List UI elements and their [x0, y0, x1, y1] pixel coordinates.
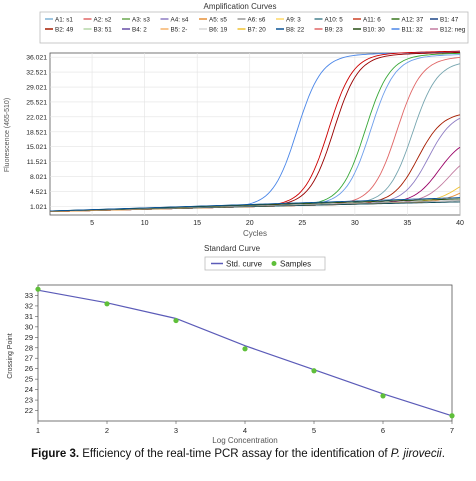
- amplification-legend-label: A4: s4: [171, 17, 189, 24]
- standard-curve-y-tick: 24: [25, 385, 33, 394]
- amplification-legend-label: A1: s1: [55, 17, 73, 24]
- amplification-x-tick: 5: [90, 220, 94, 227]
- amplification-x-tick: 40: [456, 220, 464, 227]
- standard-curve-y-tick: 22: [25, 406, 33, 415]
- amplification-legend: A1: s1 A2: s2 A3: s3 A4: s4 A5: s5 A6: s6 A9: …: [45, 17, 466, 34]
- amplification-y-tick: 15.021: [26, 144, 47, 151]
- standard-curve-x-tick: 3: [174, 426, 178, 435]
- std-curve-legend-label: Std. curve: [226, 260, 263, 269]
- standard-curve-plot-area: [37, 284, 453, 422]
- amplification-curve: [50, 197, 461, 212]
- standard-curve-x-tick: 7: [450, 426, 454, 435]
- standard-curve-x-ticks: 1 2 3 4 5 6 7: [36, 421, 454, 435]
- sample-point: [449, 413, 455, 419]
- sample-point: [173, 317, 179, 324]
- amplification-y-tick: 11.521: [27, 159, 48, 166]
- sample-point: [311, 368, 317, 374]
- amplification-y-ticks: 36.021 32.521 29.021 25.521 22.021 18.521 15.0…: [26, 55, 47, 211]
- amplification-y-tick: 32.521: [26, 70, 47, 77]
- standard-curve-title: Standard Curve: [204, 244, 261, 253]
- amplification-legend-label: B12: neg: [440, 27, 466, 34]
- amplification-y-tick: 22.021: [26, 114, 47, 121]
- standard-curve-y-tick: 32: [25, 301, 33, 310]
- amplification-legend-label: B5: 2-: [171, 27, 188, 34]
- amplification-x-tick: 30: [351, 220, 359, 227]
- amplification-legend-label: B6: 19: [209, 27, 228, 34]
- standard-curve-y-tick: 30: [25, 322, 33, 331]
- samples-legend-label: Samples: [280, 260, 311, 269]
- amplification-y-tick: 4.521: [30, 189, 47, 196]
- amplification-y-label: Fluorescence (465-510): [4, 98, 11, 172]
- amplification-y-tick: 8.021: [30, 174, 47, 181]
- standard-curve-y-tick: 25: [25, 375, 33, 384]
- figure-caption-end: .: [441, 448, 445, 460]
- amplification-legend-label: A10: 5: [325, 17, 344, 24]
- standard-curve-y-tick: 27: [25, 354, 33, 363]
- figure-caption: Figure 3. Efficiency of the real-time PC…: [0, 448, 476, 460]
- figure-caption-label: Figure 3.: [31, 448, 80, 460]
- sample-point: [104, 301, 110, 307]
- amplification-legend-label: A6: s6: [248, 17, 266, 24]
- amplification-y-tick: 29.021: [26, 85, 47, 92]
- standard-curve-y-tick: 23: [25, 396, 33, 405]
- amplification-x-tick: 35: [404, 220, 412, 227]
- amplification-y-tick: 1.021: [30, 204, 47, 211]
- amplification-x-tick: 20: [246, 220, 254, 227]
- amplification-legend-label: B1: 47: [440, 17, 459, 24]
- sample-point: [242, 346, 248, 352]
- standard-curve-chart: Standard Curve Std. curve Samples 222324…: [7, 244, 455, 445]
- amplification-legend-label: B9: 23: [325, 27, 344, 34]
- amplification-legend-label: B7: 20: [248, 27, 267, 34]
- standard-curve-legend-box: [204, 256, 326, 271]
- amplification-legend-label: A5: s5: [209, 17, 227, 24]
- standard-curve-y-tick: 28: [25, 343, 33, 352]
- amplification-x-tick: 10: [141, 220, 149, 227]
- standard-curve-y-label: Crossing Point: [7, 333, 14, 379]
- amplification-legend-label: A2: s2: [94, 17, 112, 24]
- amplification-legend-label: A11: 6: [363, 17, 381, 24]
- amplification-x-label: Cycles: [243, 229, 267, 238]
- amplification-legend-label: A12: 37: [402, 17, 424, 24]
- standard-curve-x-tick: 2: [105, 426, 109, 435]
- standard-curve-series: [35, 286, 455, 419]
- amplification-y-tick: 36.021: [26, 55, 47, 62]
- amplification-grid: [50, 53, 461, 215]
- sample-point: [380, 393, 386, 399]
- amplification-legend-label: B4: 2: [132, 27, 147, 34]
- samples-legend-swatch: [271, 261, 277, 266]
- amplification-legend-label: B2: 49: [55, 27, 74, 34]
- standard-curve-y-tick: 29: [25, 333, 33, 342]
- standard-curve-x-tick: 5: [312, 426, 316, 435]
- amplification-y-tick: 18.521: [26, 129, 47, 136]
- amplification-legend-label: B8: 22: [286, 27, 305, 34]
- amplification-legend-label: B3: 51: [94, 27, 113, 34]
- amplification-x-ticks: 5 10 15 20 25 30 35 40: [90, 220, 464, 227]
- amplification-legend-label: A9: 3: [286, 17, 301, 24]
- standard-curve-y-tick: 31: [25, 312, 33, 321]
- amplification-legend-label: B11: 32: [402, 27, 424, 34]
- standard-curve-x-label: Log Concentration: [212, 436, 277, 445]
- amplification-legend-label: B10: 30: [363, 27, 385, 34]
- standard-curve-y-tick: 33: [25, 291, 33, 300]
- amplification-legend-box: [39, 11, 469, 44]
- standard-curve-y-tick: 26: [25, 364, 33, 373]
- figure-caption-text: Efficiency of the real-time PCR assay fo…: [79, 448, 391, 460]
- standard-curve-x-tick: 4: [243, 426, 247, 435]
- amplification-legend-label: A3: s3: [132, 17, 150, 24]
- figure-caption-species: P. jirovecii: [390, 448, 442, 460]
- amplification-chart-title: Amplification Curves: [204, 2, 277, 11]
- amplification-x-tick: 25: [298, 220, 306, 227]
- amplification-chart: Amplification Curves A1: s1 A2: s2 A3: s3 A…: [4, 2, 469, 238]
- amplification-plot-area: [49, 52, 461, 216]
- amplification-x-tick: 15: [193, 220, 201, 227]
- amplification-y-tick: 25.521: [26, 99, 47, 106]
- standard-curve-x-tick: 6: [381, 426, 385, 435]
- sample-point: [35, 286, 41, 292]
- amplification-series: [49, 50, 461, 213]
- standard-curve-x-tick: 1: [36, 426, 40, 435]
